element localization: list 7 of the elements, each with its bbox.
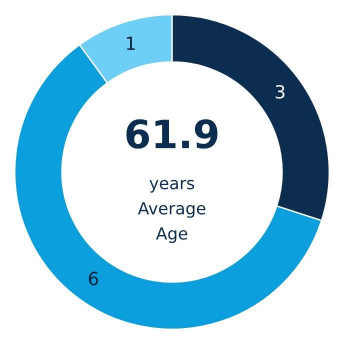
data-label: 1 xyxy=(126,36,135,50)
text: years xyxy=(150,180,194,193)
data-label: 6 xyxy=(88,272,98,286)
text: 61.9 xyxy=(126,119,218,149)
text: Average xyxy=(138,202,206,218)
data-label: 3 xyxy=(276,85,284,99)
text: Age xyxy=(156,227,188,243)
